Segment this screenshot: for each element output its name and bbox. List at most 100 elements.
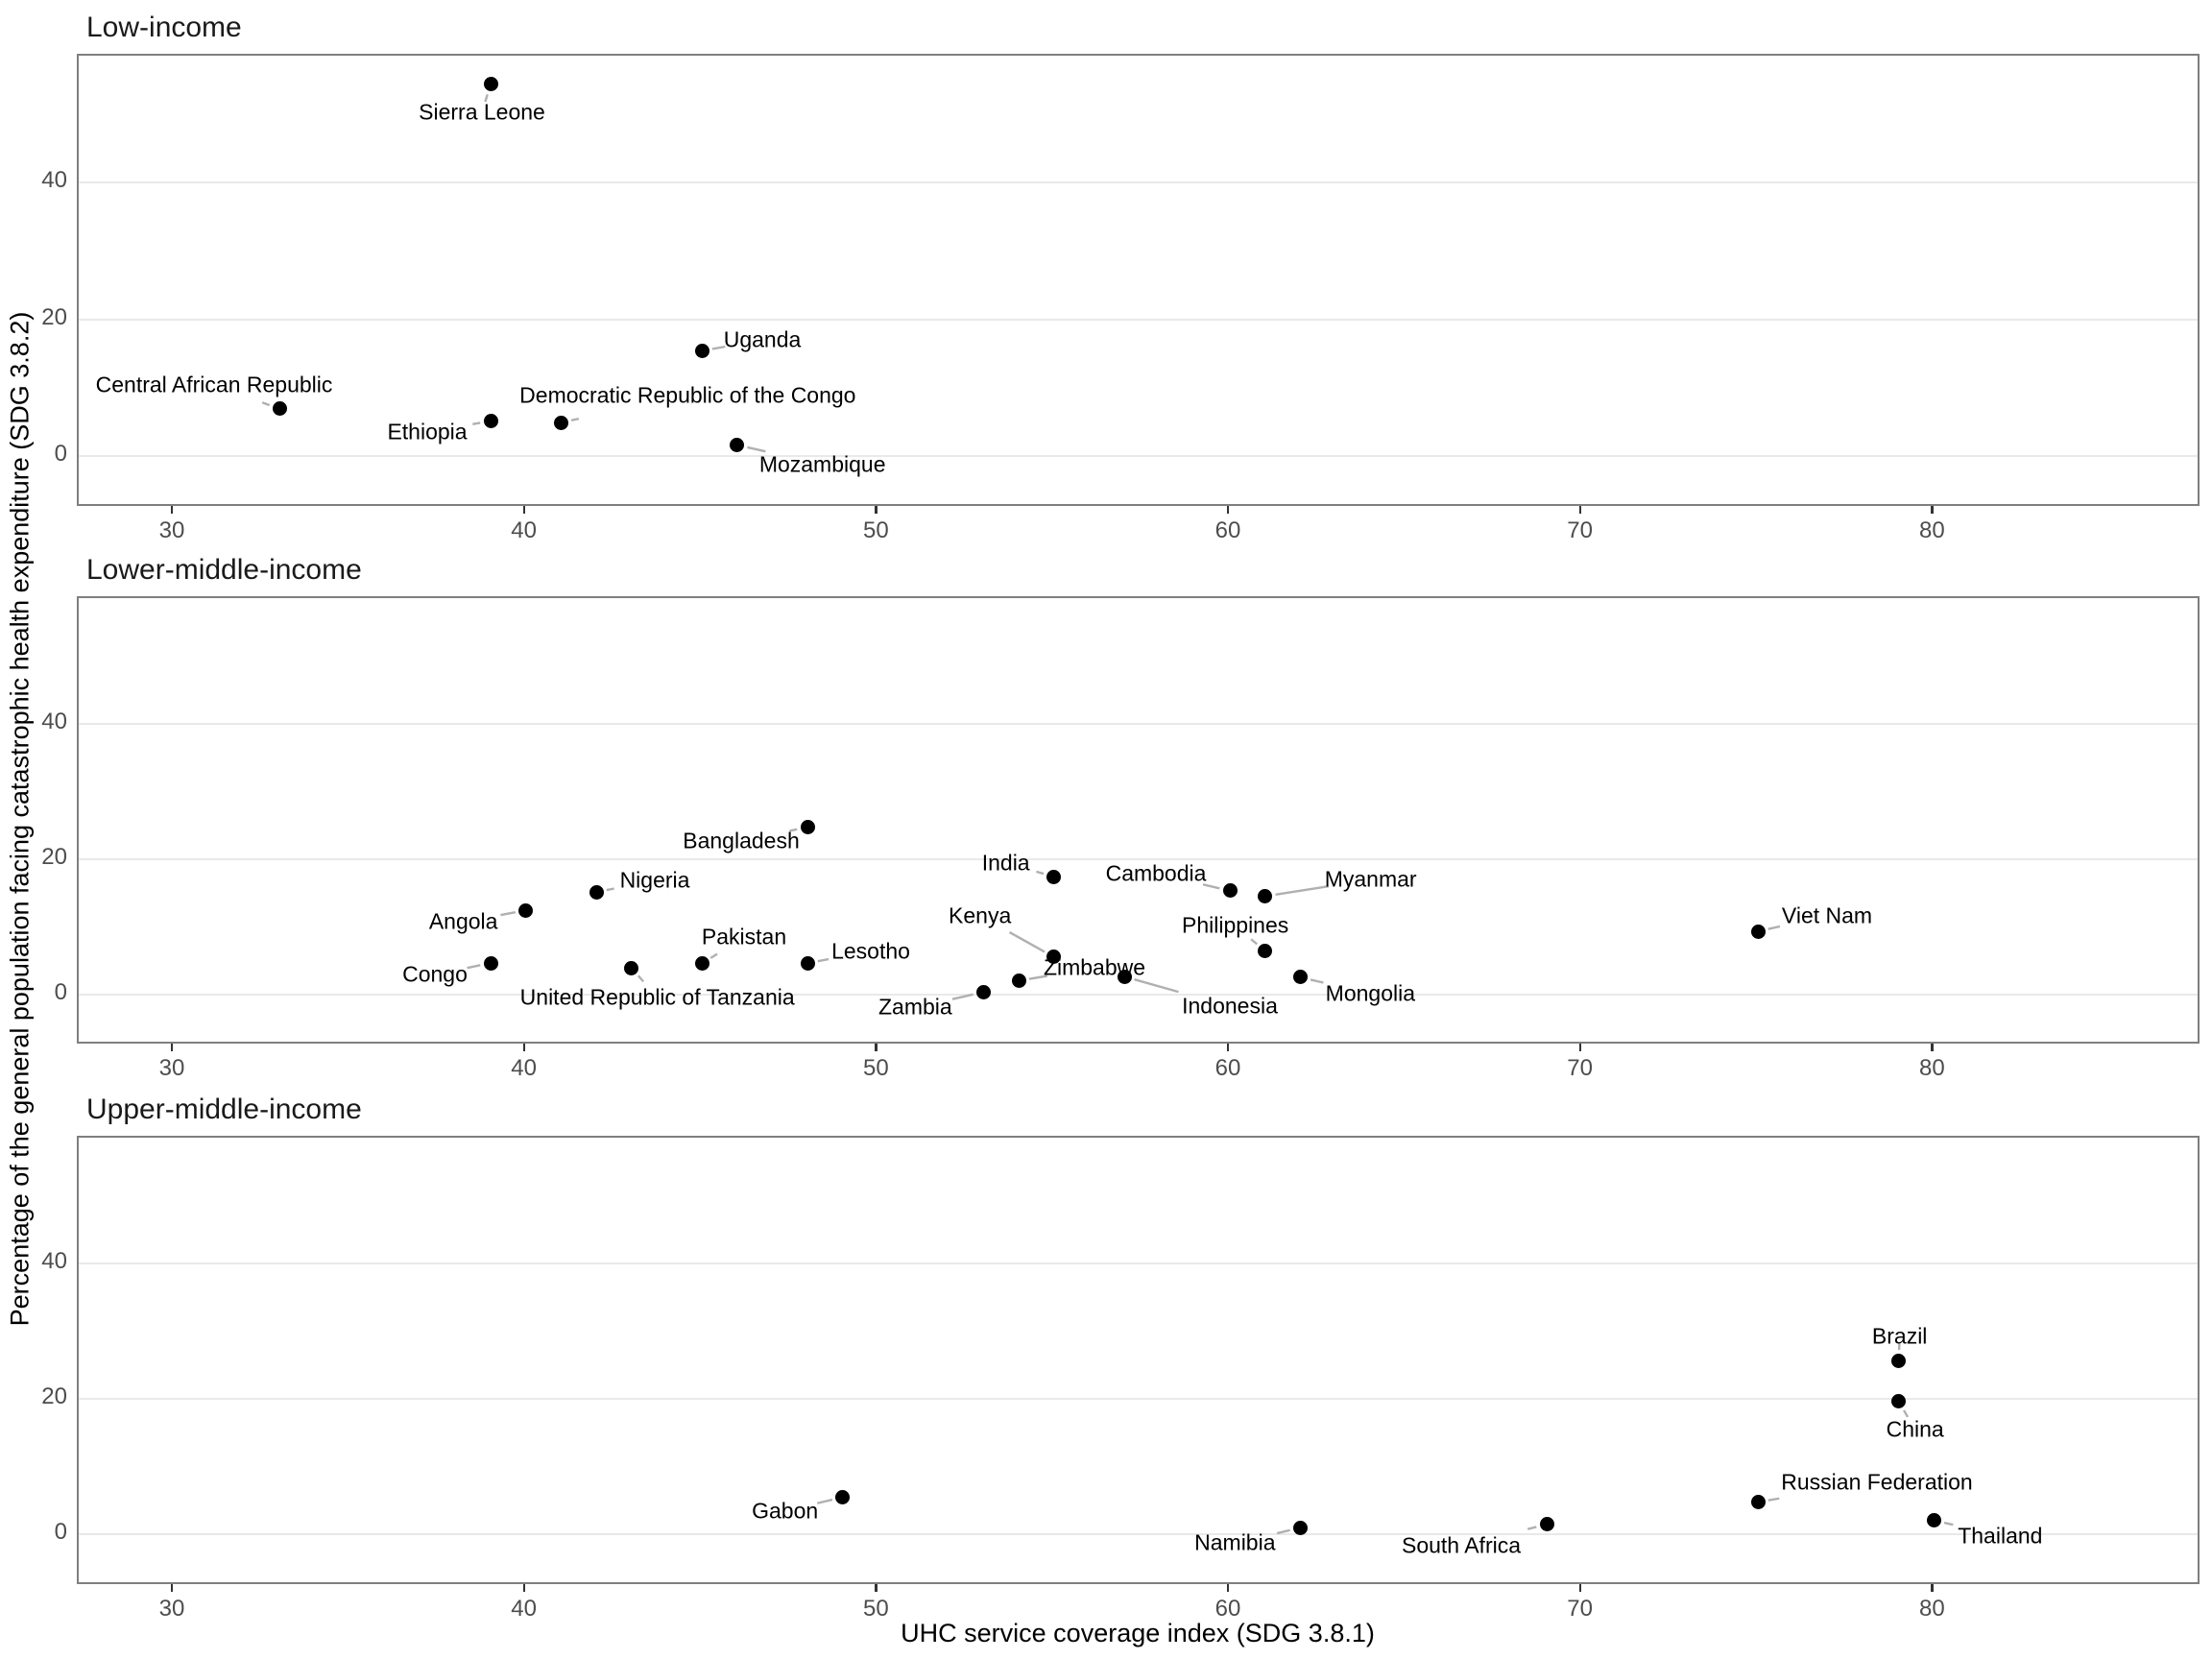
point-label: Russian Federation: [1781, 1469, 1973, 1495]
y-tick-label: 40: [41, 708, 67, 734]
data-point: [518, 902, 534, 918]
y-gridline: [79, 318, 2198, 321]
data-point: [1539, 1517, 1554, 1532]
leader-line: [1767, 1497, 1780, 1502]
point-label: Kenya: [949, 902, 1012, 928]
x-tick-mark: [875, 1584, 878, 1592]
x-tick-label: 60: [1214, 517, 1241, 543]
x-tick-label: 70: [1567, 517, 1593, 543]
point-label: Uganda: [723, 326, 802, 352]
point-label: Cambodia: [1105, 860, 1207, 886]
facet-title: Lower-middle-income: [86, 554, 362, 586]
point-label: United Republic of Tanzania: [519, 984, 795, 1010]
point-label: Ethiopia: [387, 419, 468, 445]
x-tick-mark: [1931, 1584, 1934, 1592]
point-label: Congo: [402, 961, 468, 987]
data-point: [483, 77, 498, 92]
data-point: [1750, 924, 1766, 939]
y-tick-label: 0: [54, 440, 67, 467]
point-label: Namibia: [1194, 1529, 1276, 1555]
x-tick-label: 80: [1918, 1596, 1945, 1622]
x-tick-label: 70: [1567, 1596, 1593, 1622]
x-tick-mark: [1227, 506, 1230, 514]
x-tick-mark: [875, 506, 878, 514]
point-label: Pakistan: [701, 924, 787, 950]
x-tick-mark: [1227, 1044, 1230, 1051]
data-point: [1891, 1393, 1907, 1408]
x-tick-label: 30: [158, 1596, 185, 1622]
y-tick-label: 0: [54, 978, 67, 1005]
data-point: [694, 343, 709, 358]
data-point: [272, 401, 287, 417]
point-label: South Africa: [1401, 1532, 1522, 1558]
x-tick-mark: [1227, 1584, 1230, 1592]
leader-line: [816, 1498, 833, 1504]
leader-line: [1767, 925, 1781, 930]
facet-panel: Sierra Leone Uganda Central African Republ…: [77, 54, 2200, 506]
point-label: Thailand: [1958, 1523, 2043, 1549]
point-label: Gabon: [752, 1498, 819, 1524]
data-point: [553, 415, 568, 430]
leader-line: [472, 421, 481, 425]
y-gridline: [79, 1262, 2198, 1265]
leader-line: [817, 957, 830, 963]
leader-line: [1008, 930, 1046, 953]
facet-panel: Bangladesh India Cambodia Nigeria Myanmar Ang…: [77, 596, 2200, 1044]
data-point: [1258, 888, 1273, 903]
point-label: Myanmar: [1324, 866, 1417, 892]
leader-line: [606, 887, 614, 892]
leader-line: [1250, 938, 1259, 946]
y-gridline: [79, 1533, 2198, 1536]
y-tick-label: 0: [54, 1519, 67, 1546]
y-tick-label: 40: [41, 1248, 67, 1275]
point-label: Brazil: [1871, 1323, 1928, 1349]
point-label: Democratic Republic of the Congo: [519, 382, 856, 408]
data-point: [483, 955, 498, 971]
y-tick-label: 20: [41, 303, 67, 330]
data-point: [1222, 883, 1238, 899]
x-tick-mark: [522, 506, 525, 514]
leader-line: [467, 964, 481, 970]
x-tick-mark: [522, 1044, 525, 1051]
x-tick-mark: [1578, 506, 1581, 514]
facet-panel: Brazil China Gabon Russian Federation Thaila…: [77, 1136, 2200, 1584]
data-point: [1292, 970, 1308, 985]
x-tick-label: 50: [862, 517, 889, 543]
leader-line: [500, 911, 517, 917]
point-label: Zimbabwe: [1043, 954, 1146, 980]
data-point: [1046, 869, 1062, 884]
x-tick-label: 40: [511, 517, 537, 543]
leader-line: [1134, 978, 1179, 994]
data-point: [624, 960, 639, 975]
x-tick-label: 70: [1567, 1055, 1593, 1081]
leader-line: [1036, 870, 1045, 876]
x-tick-label: 80: [1918, 517, 1945, 543]
x-tick-mark: [171, 506, 174, 514]
y-gridline: [79, 181, 2198, 184]
data-point: [694, 956, 709, 972]
y-tick-label: 20: [41, 843, 67, 870]
data-point: [1046, 950, 1062, 965]
x-tick-label: 80: [1918, 1055, 1945, 1081]
leader-line: [261, 401, 271, 407]
x-tick-mark: [522, 1584, 525, 1592]
leader-line: [709, 952, 718, 959]
y-gridline: [79, 722, 2198, 725]
x-tick-label: 60: [1214, 1055, 1241, 1081]
leader-line: [1275, 885, 1329, 896]
data-point: [1926, 1513, 1941, 1528]
x-tick-mark: [1931, 506, 1934, 514]
point-label: Philippines: [1182, 912, 1289, 938]
data-point: [1117, 969, 1132, 984]
point-label: China: [1886, 1416, 1944, 1442]
data-point: [800, 820, 815, 835]
leader-line: [570, 417, 580, 421]
data-point: [589, 884, 604, 900]
x-tick-label: 40: [511, 1596, 537, 1622]
leader-line: [1903, 1409, 1910, 1418]
point-label: Nigeria: [619, 867, 690, 893]
point-label: Zambia: [878, 994, 952, 1020]
data-point: [975, 984, 991, 999]
data-point: [800, 955, 815, 971]
leader-line: [637, 974, 645, 983]
